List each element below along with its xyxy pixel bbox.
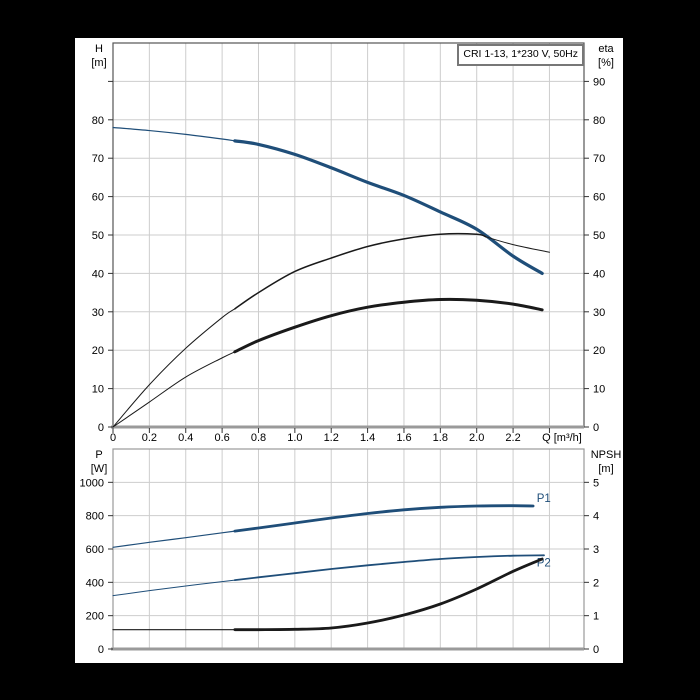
y-left-tick-label: 400 [86,577,104,589]
eta-pump-plus-motor-curve [233,297,544,354]
y-left-tick-label: 1000 [80,477,104,489]
x-tick-label: 0 [110,432,116,444]
y-right-tick-label: 0 [593,422,599,434]
y-right-tick-label: 90 [593,76,605,88]
y-right-tick-label: 70 [593,153,605,165]
y-left-tick-label: 50 [92,230,104,242]
y-right-tick-label: 80 [593,115,605,127]
y-right-tick-label: 4 [593,511,599,523]
y-right-tick-label: 20 [593,345,605,357]
x-tick-label: 1.2 [324,432,339,444]
y-right-axis-title: [%] [598,57,614,69]
y-left-tick-label: 0 [98,422,104,434]
eta-pump-curve [485,236,550,253]
y-left-tick-label: 20 [92,345,104,357]
y-right-tick-label: 2 [593,577,599,589]
y-right-axis-title: [m] [598,463,613,475]
x-tick-label: 0.8 [251,432,266,444]
y-right-tick-label: 30 [593,307,605,319]
p2-power-curve [112,579,236,597]
y-left-tick-label: 800 [86,511,104,523]
y-right-tick-label: 40 [593,268,605,280]
h-q-curve [233,139,544,275]
y-left-tick-label: 200 [86,611,104,623]
y-left-axis-title: [m] [91,57,106,69]
y-left-axis-title: H [95,43,103,55]
x-tick-label: 1.4 [360,432,375,444]
y-right-tick-label: 60 [593,192,605,204]
y-left-tick-label: 30 [92,307,104,319]
x-tick-label: 0.4 [178,432,193,444]
p1-power-curve [112,530,236,548]
x-axis-unit-label: Q [m³/h] [542,432,582,444]
y-right-axis-title: eta [598,43,614,55]
x-tick-label: 2.0 [469,432,484,444]
y-left-tick-label: 70 [92,153,104,165]
p1-power-curve [233,504,535,533]
y-right-tick-label: 0 [593,644,599,656]
npsh-curve [233,557,544,632]
series-label-p1: P1 [537,493,551,505]
x-tick-label: 1.6 [396,432,411,444]
y-right-tick-label: 1 [593,611,599,623]
y-left-axis-title: P [95,449,102,461]
y-left-tick-label: 40 [92,268,104,280]
y-left-tick-label: 10 [92,384,104,396]
eta-pump-curve [112,308,236,428]
y-right-tick-label: 5 [593,477,599,489]
y-right-tick-label: 10 [593,384,605,396]
eta-pump-curve [234,233,487,310]
h-q-curve [112,126,236,142]
pump-curves-svg: 0 0.2 0.4 0.6 0.8 1.0 1.2 1.4 1.6 1.8 2.0 2.2 Q [m³/… [80,42,622,656]
x-tick-label: 1.8 [433,432,448,444]
x-tick-label: 0.2 [142,432,157,444]
y-left-tick-label: 0 [98,644,104,656]
chart-panel: 0 0.2 0.4 0.6 0.8 1.0 1.2 1.4 1.6 1.8 2.0 2.2 Q [m³/… [75,38,623,663]
y-right-tick-label: 3 [593,544,599,556]
x-tick-label: 1.0 [287,432,302,444]
y-left-tick-label: 60 [92,192,104,204]
x-tick-label: 0.6 [214,432,229,444]
p2-power-curve [233,554,545,582]
y-left-tick-label: 600 [86,544,104,556]
x-tick-label: 2.2 [505,432,520,444]
y-left-tick-label: 80 [92,115,104,127]
chart-title-box: CRI 1-13, 1*230 V, 50Hz [457,44,584,66]
y-right-axis-title: NPSH [591,449,622,461]
eta-pump-plus-motor-curve [112,351,236,428]
y-left-axis-title: [W] [91,463,108,475]
y-right-tick-label: 50 [593,230,605,242]
